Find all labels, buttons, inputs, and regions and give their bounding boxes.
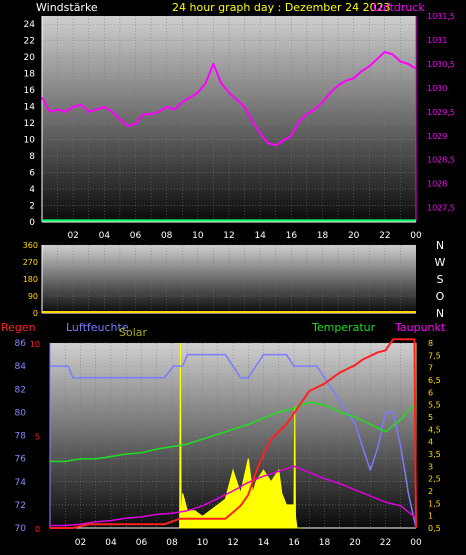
humidity-tick-label: 76 (15, 455, 27, 465)
temperature-label: Temperatur (311, 321, 376, 334)
panel1-right-tick-label: 1030,5 (427, 60, 455, 69)
temperature-tick-label: 5,5 (428, 401, 441, 410)
rain-tick-label: 5 (35, 433, 40, 442)
temperature-tick-label: 6,5 (428, 376, 441, 385)
x-tick-label: 14 (254, 231, 266, 241)
left-axis-title: Windstärke (36, 1, 98, 14)
panel1-y-tick-label: 2 (29, 202, 35, 212)
x-tick-label: 00 (410, 538, 422, 548)
panel1-y-tick-label: 22 (24, 37, 35, 47)
humidity-tick-label: 84 (15, 362, 27, 372)
humidity-tick-label: 82 (15, 385, 26, 395)
series-luftdruck (41, 50, 417, 147)
x-tick-label: 22 (380, 538, 391, 548)
panel1-y-tick-label: 16 (24, 86, 36, 96)
x-tick-label: 18 (319, 538, 331, 548)
panel2-y-tick-label: 180 (23, 275, 38, 284)
x-tick-label: 14 (258, 538, 270, 548)
panel1-y-tick-label: 4 (29, 185, 35, 195)
x-tick-label: 04 (105, 538, 117, 548)
chart-title: 24 hour graph day : Dezember 24 2023 (172, 1, 391, 14)
rain-tick-label: 10 (30, 340, 40, 349)
panel2-y-tick-label: 360 (23, 241, 38, 250)
temperature-tick-label: 3,5 (428, 450, 441, 459)
panel2-y-tick-label: 270 (23, 258, 38, 267)
x-tick-label: 06 (130, 231, 142, 241)
temperature-tick-label: 2 (428, 487, 433, 496)
temperature-tick-label: 8 (428, 339, 433, 348)
panel2-compass-label: W (435, 256, 446, 269)
x-tick-label: 22 (379, 231, 390, 241)
x-tick-label: 20 (348, 231, 360, 241)
panel2-compass-label: N (436, 307, 444, 320)
x-tick-label: 08 (161, 231, 173, 241)
x-tick-label: 20 (349, 538, 361, 548)
temperature-tick-label: 6 (428, 388, 433, 397)
panel1-y-tick-label: 24 (24, 20, 36, 30)
panel1-y-tick-label: 12 (24, 119, 35, 129)
rain-tick-label: 0 (35, 525, 40, 534)
temperature-tick-label: 1 (428, 512, 433, 521)
series-regen (50, 338, 417, 529)
panel1-y-tick-label: 14 (24, 103, 36, 113)
series-temperatur (50, 401, 417, 463)
humidity-tick-label: 72 (15, 501, 26, 511)
humidity-tick-label: 74 (15, 478, 27, 488)
solar-label: Solar (119, 326, 148, 339)
panel2-y-tick-label: 90 (28, 292, 38, 301)
temperature-tick-label: 1,5 (428, 499, 441, 508)
panel2-compass-label: S (437, 273, 444, 286)
panel1-right-tick-label: 1028,5 (427, 156, 455, 165)
series-taupunkt (50, 465, 417, 527)
panel1-y-tick-label: 6 (29, 169, 35, 179)
x-tick-label: 10 (197, 538, 209, 548)
x-tick-label: 12 (227, 538, 238, 548)
x-tick-label: 02 (75, 538, 86, 548)
panel1-right-tick-label: 1027,5 (427, 204, 455, 213)
x-tick-label: 00 (410, 231, 422, 241)
humidity-tick-label: 86 (15, 339, 27, 349)
panel1-y-tick-label: 18 (24, 70, 36, 80)
panel1-right-tick-label: 1028 (427, 180, 447, 189)
panel2-compass-label: N (436, 239, 444, 252)
x-tick-label: 02 (67, 231, 78, 241)
temperature-tick-label: 0,5 (428, 524, 441, 533)
temperature-tick-label: 7 (428, 364, 433, 373)
humidity-tick-label: 80 (15, 408, 27, 418)
x-tick-label: 18 (317, 231, 329, 241)
panel1-y-tick-label: 10 (24, 136, 36, 146)
panel1-y-tick-label: 0 (29, 218, 35, 228)
humidity-tick-label: 70 (15, 524, 27, 534)
panel1-right-tick-label: 1031 (427, 36, 447, 45)
panel2-y-tick-label: 0 (33, 309, 38, 318)
x-tick-label: 04 (99, 231, 111, 241)
temperature-tick-label: 4,5 (428, 425, 441, 434)
temperature-tick-label: 7,5 (428, 351, 441, 360)
x-tick-label: 08 (166, 538, 178, 548)
x-tick-label: 16 (288, 538, 300, 548)
right-axis-title: Luftdruck (373, 1, 425, 14)
panel1-right-tick-label: 1030 (427, 84, 447, 93)
dewpoint-label: Taupunkt (394, 321, 446, 334)
x-tick-label: 12 (223, 231, 234, 241)
series-luftfeuchte (50, 353, 417, 529)
panel1-y-tick-label: 8 (29, 152, 35, 162)
panel1-right-tick-label: 1029,5 (427, 108, 455, 117)
temperature-tick-label: 4 (428, 438, 433, 447)
panel2-compass-label: O (436, 290, 445, 303)
temperature-tick-label: 5 (428, 413, 433, 422)
x-tick-label: 06 (136, 538, 148, 548)
x-tick-label: 10 (192, 231, 204, 241)
panel1-right-tick-label: 1031,5 (427, 12, 455, 21)
panel1-y-tick-label: 20 (24, 53, 36, 63)
temperature-tick-label: 2,5 (428, 475, 441, 484)
panel1-right-tick-label: 1029 (427, 132, 447, 141)
temperature-tick-label: 3 (428, 462, 433, 471)
x-tick-label: 16 (286, 231, 298, 241)
rain-label: Regen (1, 321, 36, 334)
humidity-label: Luftfeuchte (66, 321, 129, 334)
humidity-tick-label: 78 (15, 432, 27, 442)
